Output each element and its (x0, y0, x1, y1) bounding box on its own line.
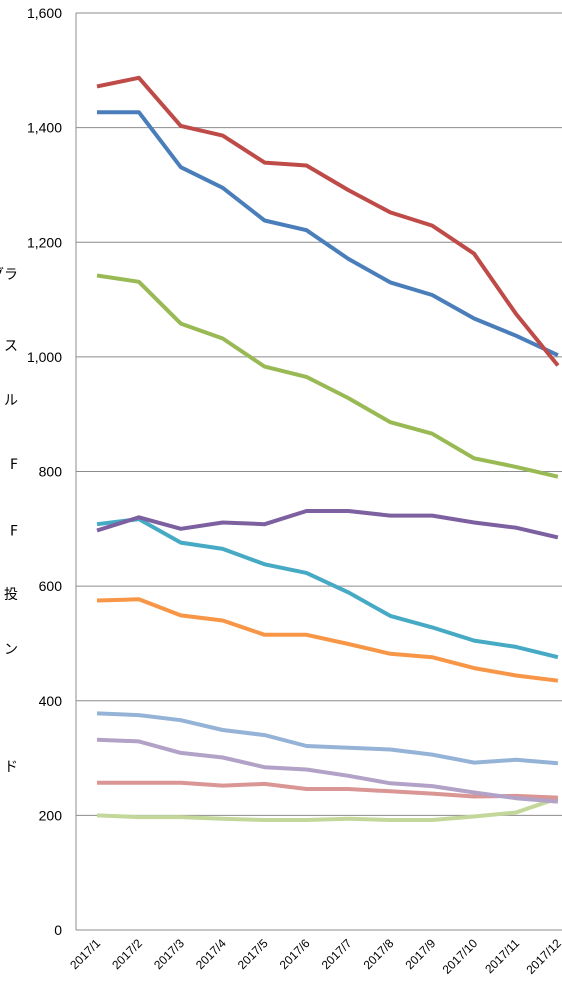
y-tick-label: 1,000 (27, 349, 62, 365)
x-tick-label: 2017/9 (402, 936, 438, 972)
series-line-8 (96, 737, 559, 804)
legend-entry-fragment: F (10, 524, 18, 540)
axes (75, 13, 562, 931)
series-line-1 (96, 75, 560, 367)
series-line-2 (97, 110, 559, 358)
legend-entry-fragment: グラ (0, 267, 18, 283)
series-line-6 (96, 597, 559, 683)
y-tick-label: 1,200 (27, 234, 62, 250)
series-line-10 (96, 796, 559, 822)
legend-entry-fragment: ン (4, 642, 18, 658)
series-line-3 (96, 273, 559, 479)
y-tick-label: 200 (39, 807, 63, 823)
x-tick-label: 2017/7 (319, 936, 355, 972)
x-tick-label: 2017/11 (482, 936, 522, 976)
legend-entry-fragment: F (10, 457, 18, 473)
y-tick-label: 800 (39, 464, 63, 480)
legend-entry-fragment: ド (4, 760, 18, 776)
legend-entry-fragment: ル (4, 393, 18, 409)
x-tick-label: 2017/8 (361, 936, 397, 972)
x-tick-label: 2017/1 (67, 936, 103, 972)
series-line-5 (96, 517, 559, 660)
x-tick-label: 2017/4 (193, 936, 229, 972)
series-lines (96, 75, 560, 822)
y-tick-label: 0 (54, 922, 62, 938)
x-tick-label: 2017/10 (440, 936, 481, 977)
x-tick-labels: 2017/1 2017/2 2017/3 2017/4 2017/5 2017/6 2017… (67, 936, 562, 977)
x-tick-label: 2017/5 (235, 936, 271, 972)
y-tick-label: 1,400 (27, 120, 62, 136)
gridlines (76, 12, 562, 816)
y-tick-label: 400 (39, 693, 63, 709)
series-line-9 (97, 780, 558, 800)
series-line-4 (96, 509, 559, 540)
y-tick-label: 1,600 (27, 5, 62, 21)
legend-fragments: グラスル F F 投ンド (0, 267, 18, 776)
x-tick-label: 2017/3 (151, 936, 187, 972)
y-tick-label: 600 (39, 578, 63, 594)
x-tick-label: 2017/12 (523, 936, 562, 977)
legend-entry-fragment: 投 (4, 587, 18, 603)
series-line-7 (96, 711, 559, 766)
x-tick-label: 2017/6 (277, 936, 313, 972)
y-tick-labels: 0 200 400 600 800 1,000 1,200 1,400 1,600 (27, 5, 62, 938)
x-tick-label: 2017/2 (109, 936, 145, 972)
legend-entry-fragment: ス (4, 338, 18, 354)
